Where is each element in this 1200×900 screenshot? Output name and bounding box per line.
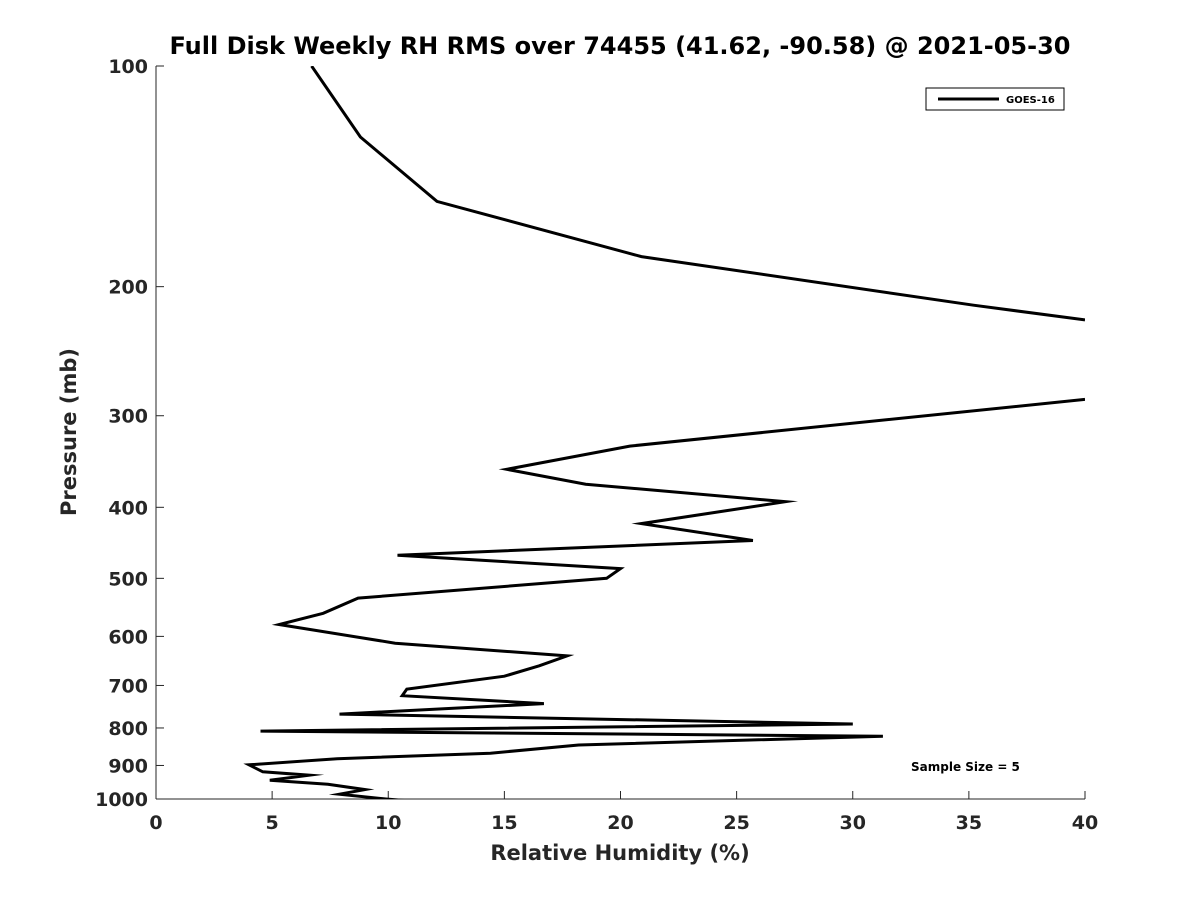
x-tick-label-35: 35: [956, 812, 982, 834]
x-tick-label-25: 25: [723, 812, 749, 834]
series-line-goes-16-segment-1: [310, 66, 1085, 322]
series-group: [243, 66, 1085, 799]
legend-label-goes-16: GOES-16: [1006, 95, 1055, 106]
y-tick-label-500: 500: [108, 568, 148, 590]
y-axis-label: Pressure (mb): [57, 348, 81, 516]
x-tick-label-30: 30: [840, 812, 866, 834]
legend: GOES-16: [925, 87, 1065, 111]
y-tick-label-800: 800: [108, 718, 148, 740]
y-tick-label-600: 600: [108, 626, 148, 648]
x-tick-label-20: 20: [607, 812, 633, 834]
y-tick-label-400: 400: [108, 497, 148, 519]
y-tick-label-300: 300: [108, 406, 148, 428]
y-tick-label-100: 100: [108, 56, 148, 78]
x-tick-label-40: 40: [1072, 812, 1098, 834]
sample-size-annotation: Sample Size = 5: [911, 760, 1020, 774]
y-tick-label-700: 700: [108, 675, 148, 697]
plot-area: 0 5 10 15 20 25 30 35 40 100 200 300 400 500 600 700 800…: [95, 56, 1098, 834]
x-tick-label-0: 0: [149, 812, 162, 834]
x-tick-label-10: 10: [375, 812, 401, 834]
x-tick-label-5: 5: [266, 812, 279, 834]
series-line-goes-16-segment-2: [243, 397, 1085, 799]
x-tick-label-15: 15: [491, 812, 517, 834]
y-tick-label-1000: 1000: [95, 789, 148, 811]
y-tick-label-200: 200: [108, 277, 148, 299]
chart-title: Full Disk Weekly RH RMS over 74455 (41.6…: [169, 32, 1070, 60]
y-tick-label-900: 900: [108, 755, 148, 777]
x-axis-label: Relative Humidity (%): [490, 841, 749, 865]
